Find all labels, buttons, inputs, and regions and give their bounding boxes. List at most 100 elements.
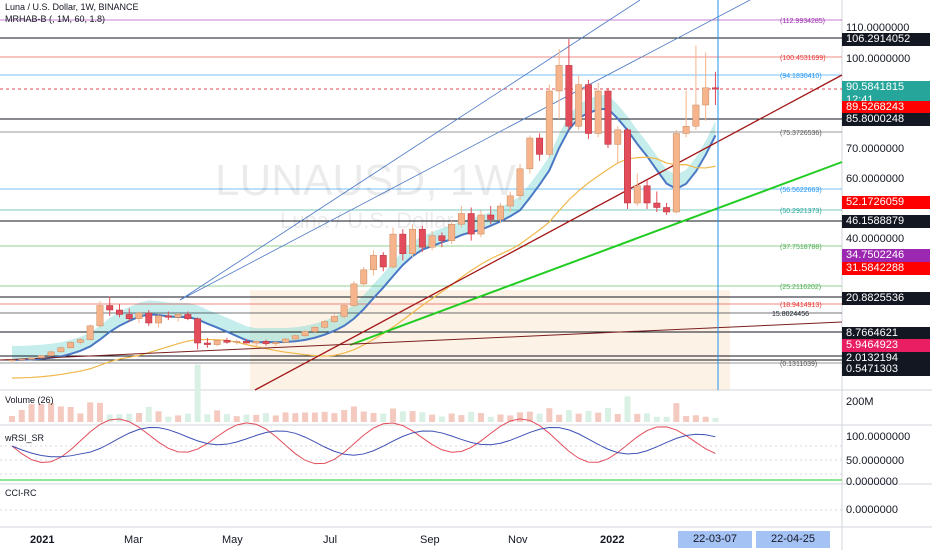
- candle-body: [164, 315, 172, 318]
- candle-body: [106, 305, 114, 311]
- candle-body: [252, 341, 260, 344]
- fib-label: (37.7518788): [780, 244, 822, 251]
- price-tag: 31.5842288: [842, 262, 930, 275]
- price-tag: 20.8825536: [842, 292, 930, 305]
- wrsi-pane-label: wRSI_SR: [5, 433, 45, 443]
- candle-body: [682, 126, 690, 134]
- candle-body: [506, 195, 514, 207]
- price-tag: 46.1588879: [842, 215, 930, 228]
- volume-bar: [18, 410, 25, 422]
- volume-bar: [663, 416, 670, 422]
- candle-body: [203, 342, 211, 345]
- candle-body: [702, 87, 710, 106]
- candle-body: [536, 137, 544, 155]
- candle-body: [633, 185, 641, 204]
- volume-bar: [116, 414, 123, 422]
- volume-bar: [477, 413, 484, 422]
- time-highlight-start[interactable]: 22-03-07: [678, 531, 752, 548]
- candle-body: [399, 233, 407, 254]
- candle-body: [47, 351, 55, 356]
- time-highlight-end[interactable]: 22-04-25: [756, 531, 830, 548]
- price-tag: 0.5471303: [842, 363, 930, 376]
- candle-body: [243, 341, 250, 344]
- volume-bar: [673, 403, 680, 422]
- candle-body: [418, 228, 426, 248]
- fib-label: (100.4531699): [780, 55, 826, 62]
- candle-body: [409, 228, 417, 254]
- candle-body: [360, 269, 368, 285]
- candle-body: [282, 338, 290, 343]
- volume-bar: [77, 413, 84, 422]
- range-shade: [250, 290, 730, 390]
- candle-body: [96, 305, 104, 327]
- candle-body: [184, 314, 192, 319]
- volume-bar: [136, 413, 143, 422]
- candle-body: [526, 137, 534, 170]
- cci-pane-label: CCI-RC: [5, 488, 37, 498]
- volume-bar: [126, 413, 133, 422]
- time-label-2022: 2022: [600, 534, 625, 546]
- candle-body: [272, 342, 280, 344]
- candle-body: [321, 321, 329, 328]
- wrsi-axis-0: 0.0000000: [846, 476, 898, 488]
- price-tag: 90.5841815: [842, 81, 930, 94]
- blue-channel-line: [179, 0, 641, 301]
- candle-body: [448, 224, 456, 241]
- volume-bar: [67, 407, 74, 422]
- green-trendline: [349, 161, 843, 346]
- wrsi-signal: [11, 426, 716, 458]
- volume-bar: [370, 412, 377, 422]
- volume-bar: [585, 410, 592, 422]
- volume-bar: [604, 408, 611, 422]
- long-trendline: [0, 321, 843, 361]
- fib-label: (56.5622663): [780, 187, 822, 194]
- time-label-may: May: [222, 534, 243, 546]
- volume-bar: [28, 404, 35, 422]
- volume-bar: [9, 416, 15, 422]
- candle-body: [194, 318, 202, 344]
- volume-bar: [145, 406, 152, 422]
- watermark-name: Luna / U.S. Dollar: [280, 208, 454, 233]
- candle-body: [643, 185, 651, 204]
- price-axis-label: 40.0000000: [846, 233, 905, 245]
- watermark-ticker: LUNAUSD, 1W: [215, 156, 516, 205]
- volume-bar: [614, 414, 621, 422]
- candle-body: [155, 315, 163, 324]
- candle-body: [545, 90, 553, 155]
- candle-body: [711, 87, 719, 90]
- candle-body: [594, 90, 602, 134]
- volume-bar: [644, 413, 651, 422]
- indicator-title: MRHAB-B (, 1M, 60, 1.8): [5, 14, 106, 24]
- volume-bar: [448, 413, 455, 422]
- candle-body: [67, 342, 75, 349]
- volume-bar: [253, 414, 260, 422]
- volume-bar: [468, 411, 475, 422]
- volume-bar: [380, 413, 387, 422]
- red-trendline: [254, 74, 843, 391]
- candle-body: [301, 331, 309, 336]
- price-tag: 89.5268243: [842, 101, 930, 114]
- price-tag: 34.7502246: [842, 249, 930, 262]
- fib-label: (50.2921373): [780, 208, 822, 215]
- volume-bar: [390, 408, 397, 422]
- price-tag: 52.1726059: [842, 196, 930, 209]
- volume-bar: [341, 410, 348, 422]
- candle-body: [565, 65, 573, 127]
- candle-body: [330, 316, 338, 322]
- candle-body: [584, 84, 592, 134]
- candle-body: [57, 347, 65, 353]
- candle-body: [262, 341, 270, 344]
- price-tag: 5.9464923: [842, 339, 930, 352]
- price-axis-label: 110.0000000: [846, 22, 910, 34]
- candle-body: [624, 129, 631, 204]
- volume-bar: [350, 406, 357, 422]
- volume-bar: [419, 412, 426, 422]
- wrsi-line: [11, 418, 716, 465]
- volume-axis-label: 200M: [846, 396, 874, 408]
- candle-body: [370, 255, 377, 271]
- price-axis-label: 60.0000000: [846, 173, 905, 185]
- volume-bar: [634, 413, 641, 422]
- volume-bar: [38, 404, 45, 422]
- time-label-sep: Sep: [420, 534, 440, 546]
- volume-bar: [214, 410, 221, 422]
